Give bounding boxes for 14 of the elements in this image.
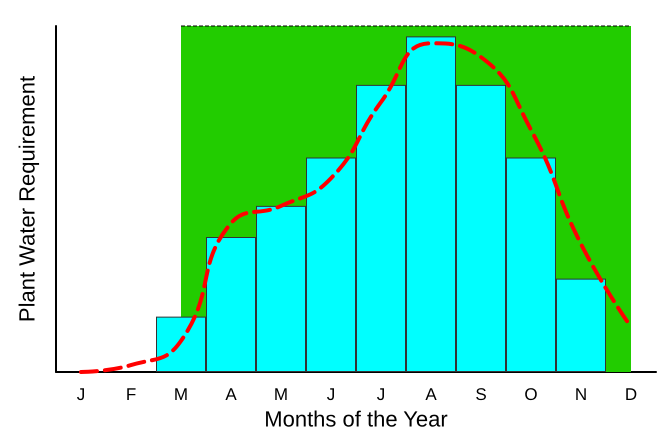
y-axis-title: Plant Water Requirement (14, 76, 40, 322)
x-tick-label: N (574, 385, 588, 404)
x-tick-label: M (174, 385, 188, 404)
x-tick-label: A (425, 385, 438, 404)
x-tick-label: S (475, 385, 487, 404)
x-tick-label: J (326, 385, 336, 404)
x-tick-label: J (376, 385, 386, 404)
x-tick-label: O (524, 385, 538, 404)
x-axis-title: Months of the Year (264, 406, 448, 432)
x-tick-label: J (76, 385, 86, 404)
x-tick-label: D (624, 385, 638, 404)
x-tick-label: M (274, 385, 288, 404)
x-tick-label: A (225, 385, 238, 404)
x-tick-label: F (126, 385, 136, 404)
